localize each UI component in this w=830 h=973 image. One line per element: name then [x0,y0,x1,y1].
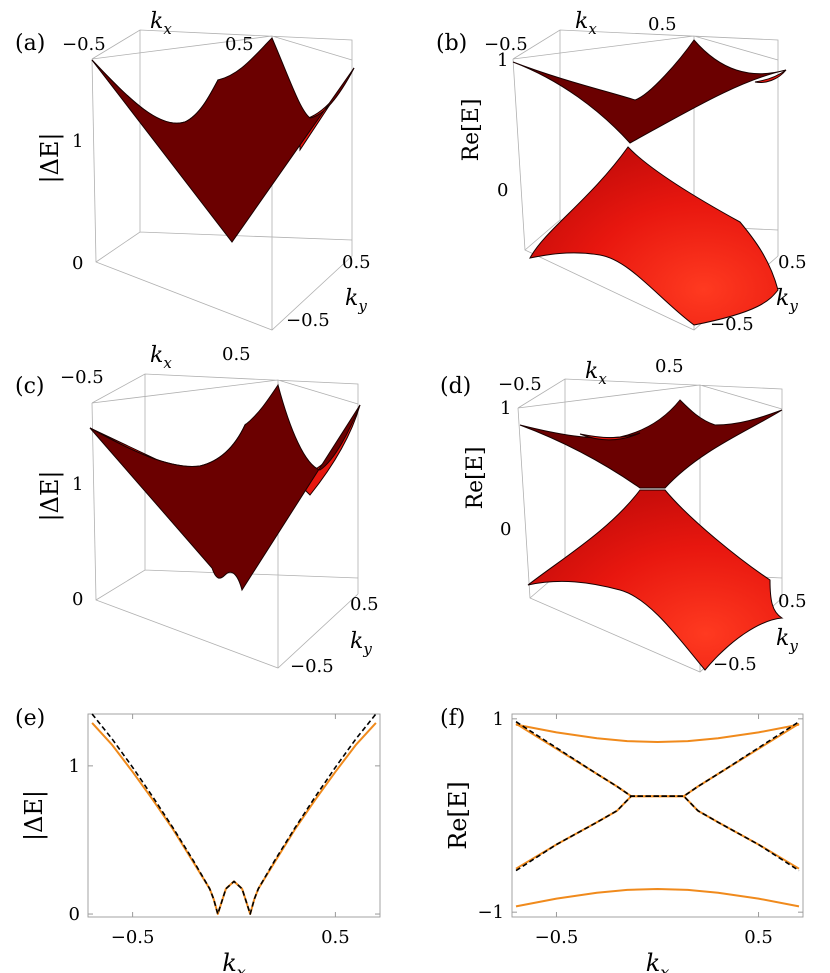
panel-f-xlabel: kx [646,949,670,973]
panel-d-ylabel: Re[E] [463,447,488,510]
panel-a-ylabel: |ΔE| [36,132,65,183]
panel-b-ylabel: Re[E] [459,99,484,162]
panel-a-xlabel: kx [150,9,172,38]
panel-b-ytick-1: 0 [497,180,508,201]
panel-b-xtick-1: −0.5 [484,34,528,55]
panel-b-xtick-2: 0.5 [648,14,677,35]
panel-a-ytick-1: 0 [72,253,83,274]
panel-f-frame [511,713,804,918]
panel-c-ztick-2: −0.5 [290,656,334,677]
panel-b-xlabel: kx [575,9,597,38]
panel-d-xtick-1: −0.5 [498,374,542,395]
panel-f-tag: (f) [440,706,465,731]
panel-d-ztick-2: −0.5 [713,654,757,675]
panel-a-ztick-2: −0.5 [286,310,330,331]
panel-a-xtick-1: −0.5 [62,34,106,55]
panel-a-xtick-2: 0.5 [225,34,254,55]
panel-b-lower-surface [529,146,779,326]
panel-d-xtick-2: 0.5 [655,356,684,377]
panel-b: (b) kx −0.5 0.5 0 1 Re[E] 0.5 −0.5 ky [436,9,807,335]
panel-e-tag: (e) [15,706,45,731]
panel-c: (c) kx −0.5 0.5 0 1 |ΔE| 0.5 −0.5 ky [15,343,379,677]
panel-b-tag: (b) [436,31,467,56]
panel-c-xtick-2: 0.5 [222,344,251,365]
panel-e-xtick-label: −0.5 [111,927,155,948]
panel-d-ytick-1: 0 [500,519,511,540]
panel-d-upper-rim [579,432,641,441]
panel-a: (a) kx −0.5 0.5 0 1 |ΔE| 0.5 −0.5 ky [15,9,371,331]
panel-e-ytick-label: 1 [69,756,80,777]
panel-c-xtick-1: −0.5 [60,367,104,388]
panel-e-xlabel: kx [222,949,246,973]
panel-d-xlabel: kx [585,359,607,388]
panel-c-ytick-1: 0 [72,589,83,610]
panel-b-ztick-1: 0.5 [778,252,807,273]
panel-e-ytick-label: 0 [69,904,80,925]
panel-f-series-3-line [515,722,800,798]
panel-b-ytick-2: 1 [497,50,508,71]
panel-f-series-2-line [515,888,800,908]
panel-b-upper-right-rim [754,69,787,83]
panel-a-ytick-2: 1 [72,131,83,152]
panel-f-xtick-label: 0.5 [744,927,773,948]
panel-f-series-6-line [515,795,800,872]
panel-e-series-2-line [91,713,377,915]
panel-f-ytick-label: 1 [493,709,504,730]
panel-b-upper-surface [512,39,787,144]
panel-e-series-1-line [91,722,377,915]
panel-c-xlabel: kx [150,343,172,372]
panel-a-zlabel: ky [345,286,367,315]
panel-d-lower-surface [527,489,784,671]
panel-e-ylabel: |ΔE| [20,790,49,841]
panel-d-zlabel: ky [776,626,798,655]
panel-e-frame [87,713,381,918]
panel-c-zlabel: ky [350,629,372,658]
panel-f-ylabel: Re[E] [444,781,472,850]
panel-c-ylabel: |ΔE| [36,470,65,521]
panel-f: −0.5 0.5 −1 1 kx Re[E] [444,709,804,973]
panel-f-xtick-label: −0.5 [535,927,579,948]
panel-c-front-surface [89,383,361,592]
panel-d: (d) kx −0.5 0.5 0 1 Re[E] 0.5 −0.5 ky [440,356,807,675]
panel-d-ztick-1: 0.5 [778,591,807,612]
panel-d-upper-surface [519,399,783,489]
panel-f-ytick-label: −1 [477,902,504,923]
panel-d-tag: (d) [440,374,471,399]
panel-d-ytick-2: 1 [500,398,511,419]
panel-c-tag: (c) [15,374,45,399]
panel-e-xtick-label: 0.5 [321,927,350,948]
panel-b-box [512,29,779,331]
panel-b-zlabel: ky [776,286,798,315]
panel-b-ztick-2: −0.5 [710,314,754,335]
panel-a-ztick-1: 0.5 [342,252,371,273]
panel-c-ztick-1: 0.5 [350,594,379,615]
panel-e: −0.5 0.5 0 1 kx |ΔE| [20,713,381,973]
panel-c-ytick-2: 1 [72,474,83,495]
panel-f-series-4-line [515,795,800,870]
panel-a-front-surface [91,37,355,243]
panel-a-tag: (a) [15,31,45,56]
panel-f-series-1-line [515,723,800,743]
